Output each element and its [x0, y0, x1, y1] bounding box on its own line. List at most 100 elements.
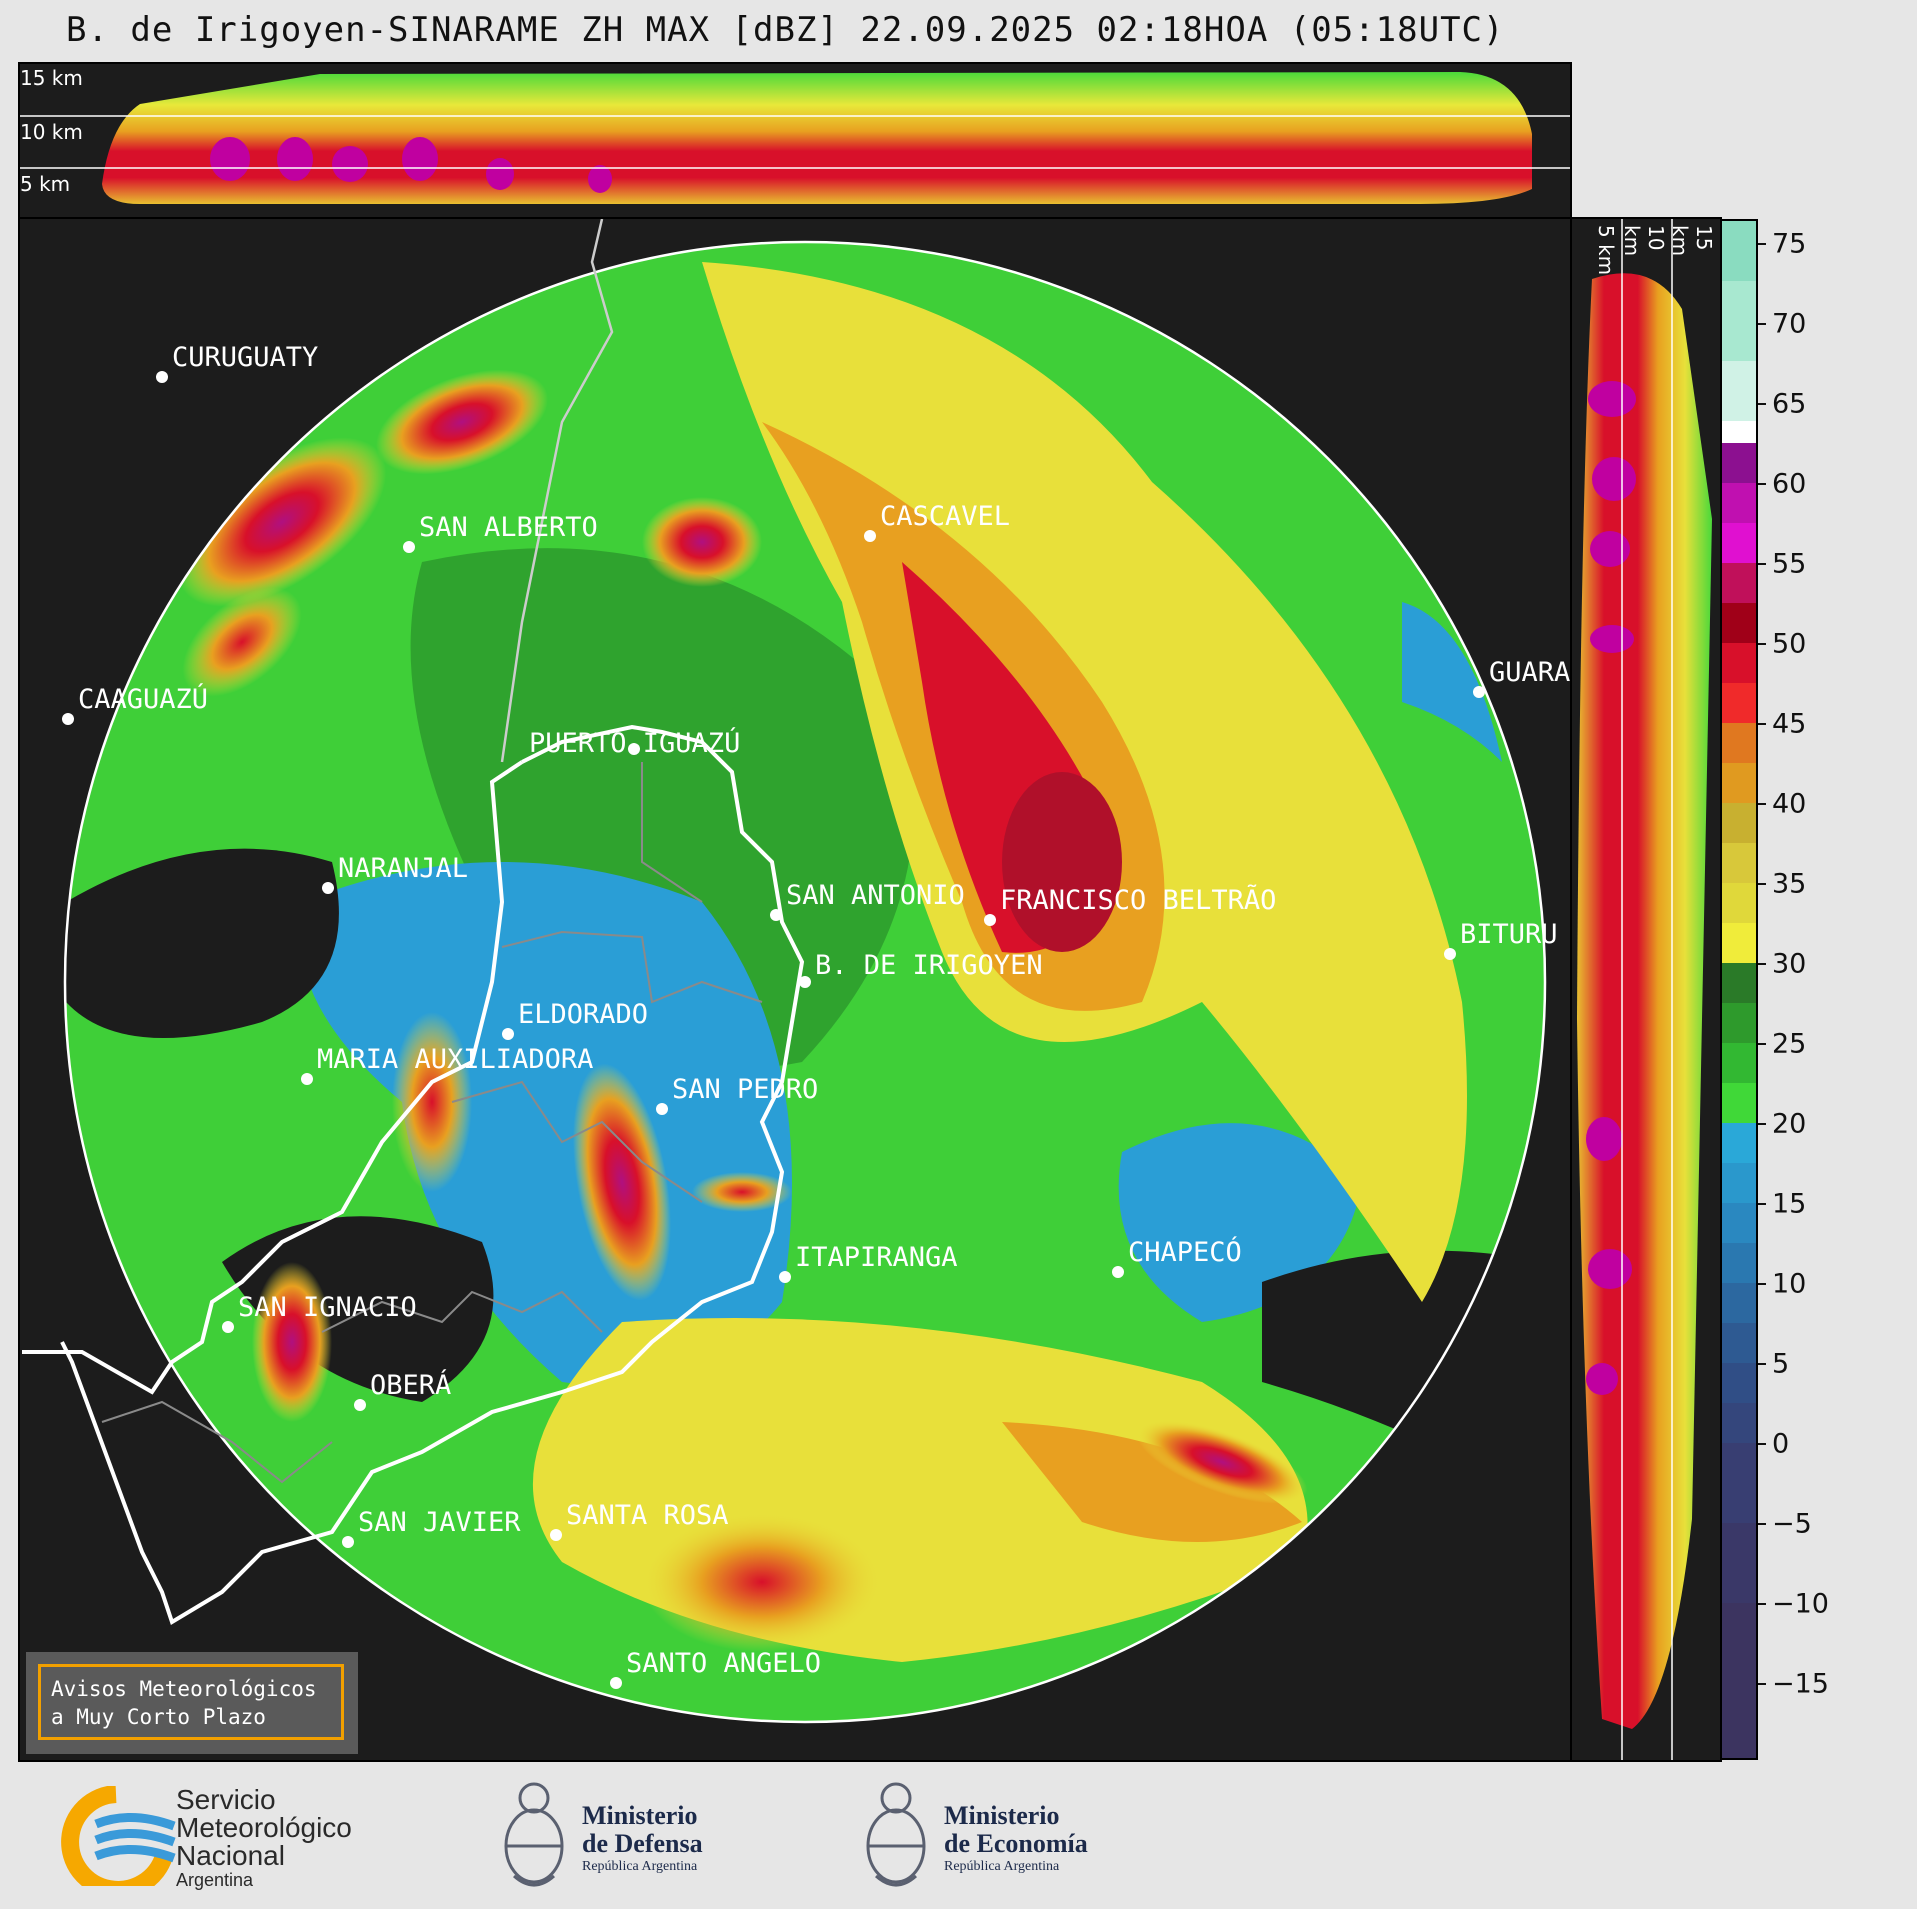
defensa-coat-of-arms	[504, 1782, 564, 1887]
colorbar-tick-label: 50	[1772, 628, 1807, 660]
side-profile-echo	[1577, 219, 1712, 1760]
city-santo-angelo: SANTO ANGELO	[610, 1648, 821, 1689]
colorbar-tick-label: −5	[1772, 1508, 1812, 1540]
radar-range-ring	[63, 240, 1547, 1724]
svg-text:SAN ALBERTO: SAN ALBERTO	[419, 512, 598, 543]
city-guara: GUARA	[1473, 657, 1570, 698]
defensa-line-3: República Argentina	[582, 1859, 698, 1874]
colorbar-tick-mark	[1758, 1203, 1766, 1205]
svg-text:GUARA: GUARA	[1489, 657, 1570, 688]
colorbar-tick-label: 5	[1772, 1348, 1790, 1380]
city-san-antonio: SAN ANTONIO	[770, 880, 965, 921]
city-san-pedro: SAN PEDRO	[656, 1074, 818, 1115]
colorbar-tick-mark	[1758, 1283, 1766, 1285]
colorbar-tick-label: 70	[1772, 308, 1807, 340]
city-san-alberto: SAN ALBERTO	[403, 512, 598, 553]
colorbar-tick-mark	[1758, 1443, 1766, 1445]
city-puerto-iguazu: PUERTO IGUAZÚ	[529, 727, 740, 759]
colorbar-tick-mark	[1758, 643, 1766, 645]
page-title: B. de Irigoyen-SINARAME ZH MAX [dBZ] 22.…	[66, 10, 1505, 50]
colorbar-tick-mark	[1758, 323, 1766, 325]
colorbar-tick-mark	[1758, 803, 1766, 805]
svg-text:SANTA ROSA: SANTA ROSA	[566, 1500, 729, 1531]
colorbar-tick-mark	[1758, 243, 1766, 245]
warning-line-2: a Muy Corto Plazo	[51, 1705, 266, 1729]
svg-text:CURUGUATY: CURUGUATY	[172, 342, 318, 373]
city-chapeco: CHAPECÓ	[1112, 1236, 1242, 1278]
warning-box: Avisos Meteorológicos a Muy Corto Plazo	[26, 1652, 358, 1754]
colorbar-tick-label: 20	[1772, 1108, 1807, 1140]
economia-line-3: República Argentina	[944, 1859, 1060, 1874]
colorbar-tick-mark	[1758, 1123, 1766, 1125]
colorbar-tick-label: 40	[1772, 788, 1807, 820]
colorbar-tick-label: 30	[1772, 948, 1807, 980]
colorbar-tick-mark	[1758, 723, 1766, 725]
svg-text:CASCAVEL: CASCAVEL	[880, 501, 1010, 532]
department-borders	[101, 762, 763, 1484]
city-eldorado: ELDORADO	[502, 999, 648, 1040]
svg-text:CAAGUAZÚ: CAAGUAZÚ	[78, 683, 208, 715]
colorbar-tick-mark	[1758, 1683, 1766, 1685]
radar-map: CURUGUATY SAN ALBERTO CASCAVEL CAAGUAZÚ …	[18, 217, 1572, 1762]
svg-text:OBERÁ: OBERÁ	[370, 1369, 451, 1401]
warning-line-1: Avisos Meteorológicos	[51, 1677, 317, 1701]
city-itapiranga: ITAPIRANGA	[779, 1242, 958, 1283]
city-caaguazu: CAAGUAZÚ	[62, 683, 208, 725]
city-b-de-irigoyen: B. DE IRIGOYEN	[799, 950, 1043, 988]
smn-logo: Servicio Meteorológico Nacional Argentin…	[56, 1784, 396, 1890]
colorbar-tick-label: 25	[1772, 1028, 1807, 1060]
colorbar-tick-mark	[1758, 403, 1766, 405]
city-maria-auxiliadora: MARIA AUXILIADORA	[301, 1044, 593, 1085]
smn-line-2: Meteorológico	[176, 1812, 352, 1843]
colorbar-tick-label: 0	[1772, 1428, 1790, 1460]
city-san-ignacio: SAN IGNACIO	[222, 1292, 417, 1333]
smn-line-1: Servicio	[176, 1784, 276, 1815]
colorbar-tick-mark	[1758, 883, 1766, 885]
city-san-javier: SAN JAVIER	[342, 1507, 521, 1548]
city-markers: CURUGUATY SAN ALBERTO CASCAVEL CAAGUAZÚ …	[62, 342, 1570, 1689]
defensa-line-1: Ministerio	[582, 1801, 698, 1830]
svg-text:SANTO ANGELO: SANTO ANGELO	[626, 1648, 821, 1679]
colorbar-tick-mark	[1758, 483, 1766, 485]
colorbar-tick-mark	[1758, 1523, 1766, 1525]
colorbar-tick-label: 45	[1772, 708, 1807, 740]
smn-line-4: Argentina	[176, 1870, 254, 1890]
svg-text:SAN JAVIER: SAN JAVIER	[358, 1507, 521, 1538]
svg-text:ITAPIRANGA: ITAPIRANGA	[795, 1242, 958, 1273]
colorbar-tick-label: 15	[1772, 1188, 1807, 1220]
colorbar-tick-label: 55	[1772, 548, 1807, 580]
economia-coat-of-arms	[866, 1782, 926, 1887]
side-alt-5km: 5 km	[1594, 225, 1618, 276]
side-alt-15km: 15 km	[1668, 225, 1716, 257]
smn-line-3: Nacional	[176, 1840, 285, 1871]
city-francisco-beltrao: FRANCISCO BELTRÃO	[984, 884, 1276, 926]
city-cascavel: CASCAVEL	[864, 501, 1010, 542]
colorbar-gradient	[1722, 221, 1756, 1758]
top-alt-10km: 10 km	[20, 120, 83, 144]
svg-text:PUERTO IGUAZÚ: PUERTO IGUAZÚ	[529, 727, 740, 759]
city-curuguaty: CURUGUATY	[156, 342, 318, 383]
colorbar-tick-mark	[1758, 1603, 1766, 1605]
warning-box-frame: Avisos Meteorológicos a Muy Corto Plazo	[38, 1664, 344, 1740]
city-bituru: BITURU	[1444, 919, 1558, 960]
city-santa-rosa: SANTA ROSA	[550, 1500, 729, 1541]
top-alt-5km: 5 km	[20, 172, 71, 196]
colorbar-tick-mark	[1758, 963, 1766, 965]
defensa-logo: Ministerio de Defensa República Argentin…	[494, 1776, 754, 1896]
country-borders	[22, 724, 805, 1625]
colorbar-tick-label: 60	[1772, 468, 1807, 500]
economia-line-2: de Economía	[944, 1829, 1088, 1858]
defensa-line-2: de Defensa	[582, 1829, 703, 1858]
economia-line-1: Ministerio	[944, 1801, 1060, 1830]
colorbar-tick-mark	[1758, 563, 1766, 565]
top-vertical-profile: 15 km 10 km 5 km	[18, 62, 1572, 219]
top-alt-15km: 15 km	[20, 66, 83, 90]
colorbar-tick-label: 35	[1772, 868, 1807, 900]
colorbar-tick-mark	[1758, 1363, 1766, 1365]
economia-logo: Ministerio de Economía República Argenti…	[856, 1776, 1116, 1896]
svg-text:SAN IGNACIO: SAN IGNACIO	[238, 1292, 417, 1323]
svg-text:SAN ANTONIO: SAN ANTONIO	[786, 880, 965, 911]
colorbar-tick-label: 10	[1772, 1268, 1807, 1300]
colorbar-tick-label: −15	[1772, 1668, 1829, 1700]
svg-text:CHAPECÓ: CHAPECÓ	[1128, 1236, 1242, 1268]
